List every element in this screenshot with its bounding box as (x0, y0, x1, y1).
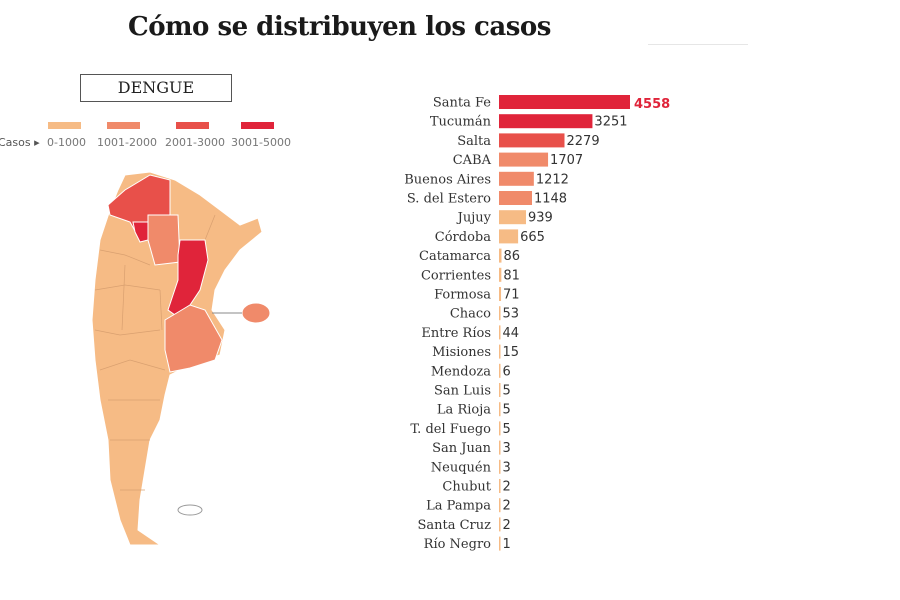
category-label: Santa Cruz (417, 518, 491, 533)
legend-swatch (107, 122, 140, 129)
bar (499, 171, 534, 186)
bar (499, 191, 532, 205)
data-label: 3 (503, 460, 511, 475)
data-label: 1148 (534, 192, 567, 207)
bar (499, 133, 565, 148)
legend-title: Casos ▸ (0, 136, 40, 149)
bar (499, 517, 501, 532)
data-label: 86 (503, 249, 520, 264)
category-label: Córdoba (435, 230, 491, 245)
category-label: Tucumán (430, 115, 492, 130)
category-label: Chaco (450, 307, 491, 322)
bar (499, 459, 501, 474)
category-label: T. del Fuego (410, 422, 491, 437)
data-label: 15 (503, 345, 520, 360)
data-label: 3 (503, 441, 511, 456)
data-label: 71 (503, 288, 520, 303)
data-label: 1 (503, 537, 511, 552)
category-label: San Luis (434, 384, 491, 399)
bar (499, 229, 519, 244)
data-label: 939 (528, 211, 553, 226)
category-label: Santa Fe (433, 96, 491, 111)
category-label: Salta (457, 134, 491, 149)
category-label: Corrientes (421, 268, 491, 283)
data-label: 5 (503, 403, 511, 418)
legend-swatch (241, 122, 274, 129)
data-label: 81 (503, 268, 520, 283)
map-province-santiago-del-estero (147, 214, 181, 266)
bar (499, 287, 502, 301)
legend-swatch (176, 122, 209, 129)
data-label: 6 (503, 364, 511, 379)
bar (499, 248, 502, 263)
legend-label: 0-1000 (47, 136, 86, 149)
bar (499, 344, 501, 359)
bar (499, 536, 501, 551)
bar (499, 152, 549, 167)
category-label: Entre Ríos (421, 326, 491, 341)
data-label: 5 (503, 384, 511, 399)
map-label-box: DENGUE (80, 74, 232, 102)
bar (499, 402, 501, 417)
category-label: CABA (453, 153, 492, 168)
divider (648, 44, 748, 45)
data-label: 3251 (594, 115, 627, 130)
map-province-tucuman (132, 221, 149, 243)
data-label: 2 (503, 480, 511, 495)
data-label: 4558 (634, 97, 670, 112)
data-label: 1212 (536, 172, 569, 187)
argentina-map (91, 171, 271, 546)
category-label: La Rioja (437, 403, 491, 418)
category-label: Jujuy (456, 211, 492, 226)
chart-title: Cómo se distribuyen los casos (128, 12, 551, 42)
category-label: Chubut (442, 480, 491, 495)
legend-label: 3001-5000 (231, 136, 291, 149)
bar (499, 306, 501, 321)
legend-title-text: Casos (0, 136, 31, 149)
data-label: 665 (520, 230, 545, 245)
data-label: 1707 (550, 153, 583, 168)
category-label: La Pampa (426, 499, 491, 514)
legend-swatch (48, 122, 81, 129)
legend-label: 2001-3000 (165, 136, 225, 149)
category-label: Misiones (432, 345, 491, 360)
bar (499, 363, 501, 378)
category-label: San Juan (432, 441, 491, 456)
bar (499, 210, 526, 225)
bar (499, 383, 501, 397)
category-label: Río Negro (424, 537, 492, 552)
bar (499, 479, 501, 493)
category-label: S. del Estero (407, 192, 491, 207)
data-label: 53 (503, 307, 520, 322)
map-malvinas (241, 302, 271, 324)
category-label: Buenos Aires (404, 172, 491, 187)
data-label: 2 (503, 518, 511, 533)
category-label: Neuquén (431, 460, 492, 475)
map-province-buenos-aires (164, 304, 223, 373)
bar (499, 114, 593, 129)
bar (499, 498, 501, 513)
map-islands-outline (177, 504, 203, 516)
data-label: 5 (503, 422, 511, 437)
bar (499, 267, 502, 282)
category-label: Mendoza (431, 364, 491, 379)
data-label: 2 (503, 499, 511, 514)
bar (499, 440, 501, 455)
bar (499, 421, 501, 436)
map-province-lines (94, 214, 216, 491)
data-label: 44 (503, 326, 520, 341)
category-label: Formosa (434, 288, 491, 303)
category-label: Catamarca (419, 249, 491, 264)
data-label: 2279 (567, 134, 600, 149)
bar (499, 95, 630, 109)
legend-label: 1001-2000 (97, 136, 157, 149)
bar (499, 325, 501, 340)
